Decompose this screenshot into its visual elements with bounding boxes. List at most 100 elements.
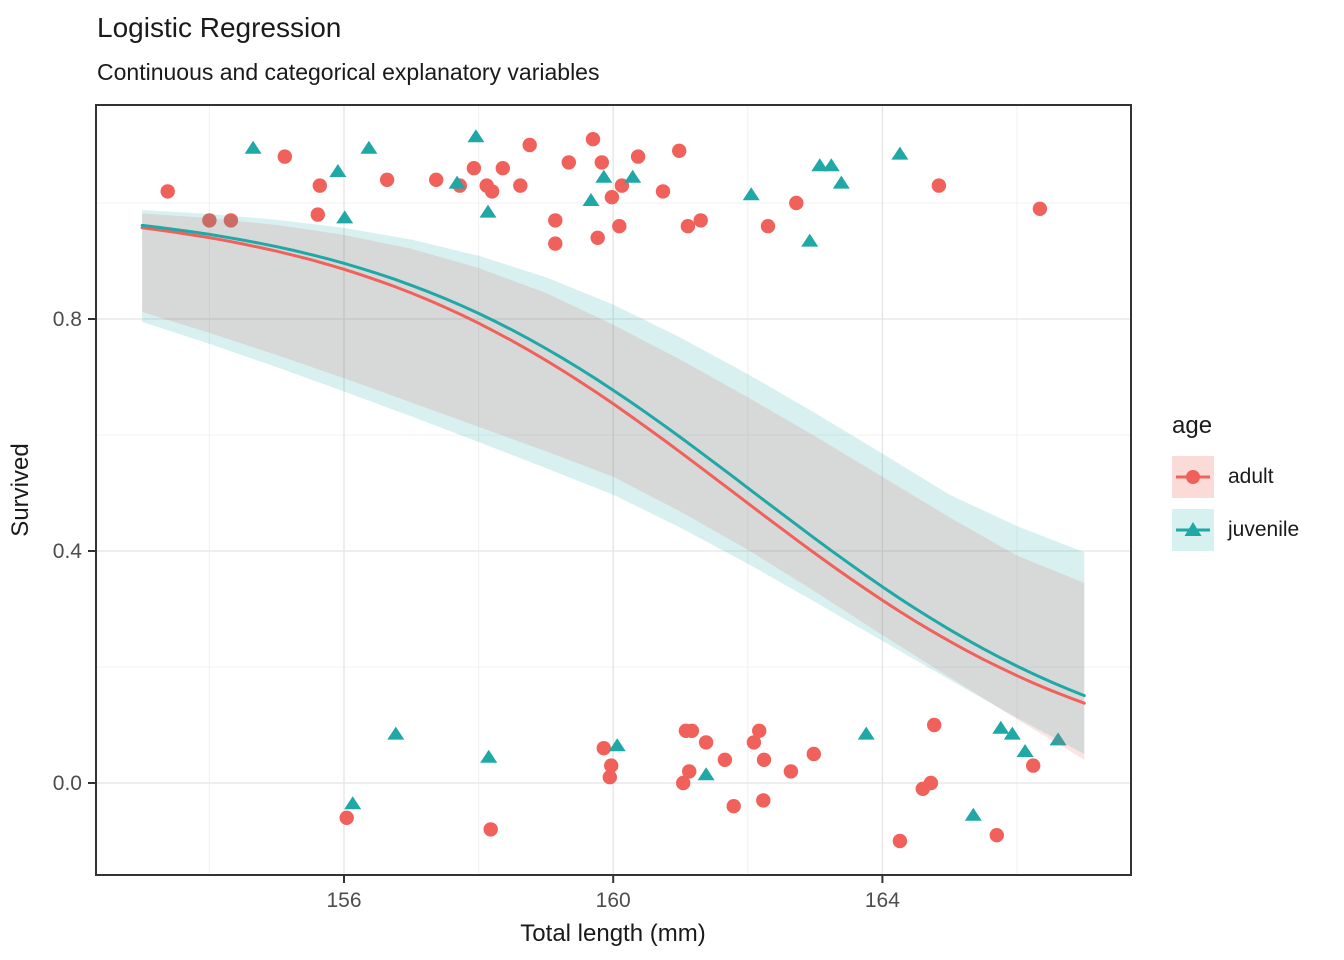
data-point-juvenile xyxy=(992,720,1010,734)
data-point-adult xyxy=(698,735,714,750)
x-axis-title: Total length (mm) xyxy=(520,920,705,947)
data-point-adult xyxy=(466,161,482,176)
data-point-adult xyxy=(160,184,175,199)
data-point-adult xyxy=(1032,201,1048,216)
data-point-adult xyxy=(310,207,325,222)
data-point-juvenile xyxy=(811,158,829,172)
data-point-adult xyxy=(339,810,354,825)
data-point-juvenile xyxy=(891,146,909,160)
data-point-adult xyxy=(752,723,767,738)
juvenile-key-glyph xyxy=(1172,509,1214,551)
data-point-juvenile xyxy=(479,204,497,218)
data-point-juvenile xyxy=(582,193,600,206)
data-point-adult xyxy=(513,178,528,193)
data-point-juvenile xyxy=(1003,726,1021,740)
data-point-adult xyxy=(277,149,292,164)
data-point-juvenile xyxy=(467,129,485,143)
data-point-adult xyxy=(655,184,671,199)
data-point-adult xyxy=(522,137,537,153)
data-point-adult xyxy=(672,143,687,158)
juvenile-key-icon xyxy=(1172,509,1214,551)
data-point-juvenile xyxy=(832,175,850,189)
data-point-adult xyxy=(676,775,691,791)
data-point-adult xyxy=(590,230,605,245)
x-tick-label: 156 xyxy=(326,889,361,912)
chart-title: Logistic Regression xyxy=(97,12,341,43)
data-point-adult xyxy=(684,723,700,738)
data-point-adult xyxy=(548,213,563,228)
data-point-adult xyxy=(756,752,772,767)
data-point-adult xyxy=(760,219,776,234)
y-tick-label: 0.8 xyxy=(53,308,82,331)
data-point-juvenile xyxy=(448,175,466,189)
data-point-adult xyxy=(783,764,799,779)
data-point-adult xyxy=(379,172,395,187)
data-point-juvenile xyxy=(964,807,982,821)
data-point-adult xyxy=(312,178,327,193)
data-point-adult xyxy=(596,741,611,756)
data-point-adult xyxy=(630,149,646,164)
data-point-adult xyxy=(604,190,620,205)
data-point-juvenile xyxy=(801,233,819,247)
panel-border xyxy=(95,104,1132,876)
data-point-juvenile xyxy=(360,140,378,154)
data-point-juvenile xyxy=(822,158,840,172)
data-point-adult xyxy=(931,178,947,193)
fit-curve-juvenile xyxy=(140,223,1086,698)
data-point-adult xyxy=(989,828,1004,843)
adult-key-glyph xyxy=(1172,456,1214,498)
data-point-adult xyxy=(927,717,942,733)
data-point-juvenile xyxy=(624,169,642,183)
y-tick-label: 0.0 xyxy=(53,772,82,795)
fit-curve-adult xyxy=(140,226,1086,705)
legend-label-juvenile: juvenile xyxy=(1228,518,1300,541)
data-point-adult xyxy=(693,213,708,228)
legend-title: age xyxy=(1172,412,1213,439)
data-point-adult xyxy=(602,770,617,785)
data-point-juvenile xyxy=(857,726,875,740)
axis-ticks: 156 160 164 0.0 0.4 0.8 xyxy=(53,308,900,912)
data-point-juvenile xyxy=(329,164,347,177)
data-point-adult xyxy=(594,155,609,170)
data-point-adult xyxy=(682,764,697,779)
points-juvenile xyxy=(244,129,1067,821)
data-point-juvenile xyxy=(336,210,354,224)
y-axis-title: Survived xyxy=(7,443,34,536)
adult-key-icon xyxy=(1172,456,1214,498)
data-point-adult xyxy=(429,172,444,187)
data-point-adult xyxy=(923,775,939,791)
data-point-adult xyxy=(612,219,627,234)
confidence-ribbon-adult xyxy=(142,213,1085,760)
data-point-juvenile xyxy=(1016,744,1034,757)
legend: age adult juvenile xyxy=(1172,412,1299,562)
data-point-juvenile xyxy=(480,749,498,763)
data-point-juvenile xyxy=(608,738,626,752)
y-tick-label: 0.4 xyxy=(53,540,83,563)
data-point-adult xyxy=(495,161,510,176)
data-point-adult xyxy=(483,822,498,837)
data-point-adult xyxy=(585,132,601,147)
data-point-adult xyxy=(561,155,576,170)
data-point-juvenile xyxy=(742,187,760,201)
data-point-adult xyxy=(548,236,563,251)
confidence-ribbon-juvenile xyxy=(142,210,1085,754)
data-point-juvenile xyxy=(344,796,362,810)
data-point-adult xyxy=(892,833,908,849)
legend-label-adult: adult xyxy=(1228,465,1274,488)
x-tick-label: 164 xyxy=(865,889,900,912)
data-point-adult xyxy=(680,219,696,234)
data-point-juvenile xyxy=(1049,732,1067,746)
data-point-adult xyxy=(789,195,804,211)
points-adult xyxy=(160,132,1048,849)
data-point-adult xyxy=(202,213,217,228)
legend-entry-juvenile: juvenile xyxy=(1172,509,1299,551)
chart-subtitle: Continuous and categorical explanatory v… xyxy=(97,59,599,85)
data-point-juvenile xyxy=(387,726,405,740)
data-point-juvenile xyxy=(697,767,715,781)
data-point-adult xyxy=(756,793,771,808)
legend-entry-adult: adult xyxy=(1172,456,1299,498)
data-point-adult xyxy=(806,746,821,762)
data-point-adult xyxy=(726,799,741,814)
